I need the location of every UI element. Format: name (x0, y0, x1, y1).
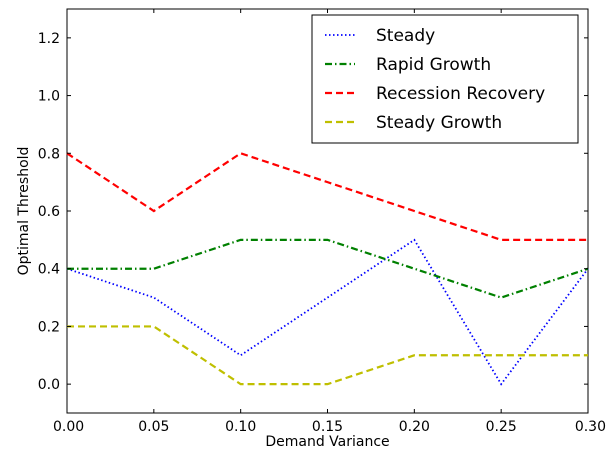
ticks-layer: 0.00 0.05 0.10 0.15 0.20 0.25 0.30 0.0 0.2 0.4 0.6… (38, 9, 606, 435)
x-tick-label: 0.25 (486, 419, 517, 435)
y-tick-label: 0.8 (38, 146, 60, 162)
y-tick-label: 0.6 (38, 204, 60, 220)
legend-label: Recession Recovery (376, 84, 545, 104)
x-tick-label: 0.10 (225, 419, 256, 435)
series-line-steady-growth (67, 325, 588, 386)
y-tick-label: 0.0 (38, 377, 60, 393)
y-tick-label: 0.4 (38, 262, 60, 278)
legend: Steady Rapid Growth Recession Recovery Stea… (311, 14, 579, 144)
series-line-rapid-growth (67, 238, 589, 299)
x-tick-label: 0.00 (53, 419, 84, 435)
series-line-steady (66, 238, 589, 386)
legend-frame (311, 14, 579, 144)
legend-label: Rapid Growth (376, 55, 491, 75)
x-tick-label: 0.05 (138, 419, 169, 435)
x-tick-label: 0.30 (575, 419, 606, 435)
series-layer (66, 152, 589, 386)
y-axis-label: Optimal Threshold (16, 147, 32, 276)
y-tick-label: 0.2 (38, 319, 60, 335)
legend-label: Steady Growth (376, 113, 502, 133)
legend-label: Steady (376, 26, 435, 46)
x-tick-label: 0.15 (312, 419, 343, 435)
x-tick-label: 0.20 (399, 419, 430, 435)
x-axis-label: Demand Variance (265, 434, 389, 449)
y-tick-label: 1.0 (38, 89, 60, 105)
y-tick-label: 1.2 (38, 31, 60, 47)
series-line-recession-recovery (66, 152, 588, 241)
